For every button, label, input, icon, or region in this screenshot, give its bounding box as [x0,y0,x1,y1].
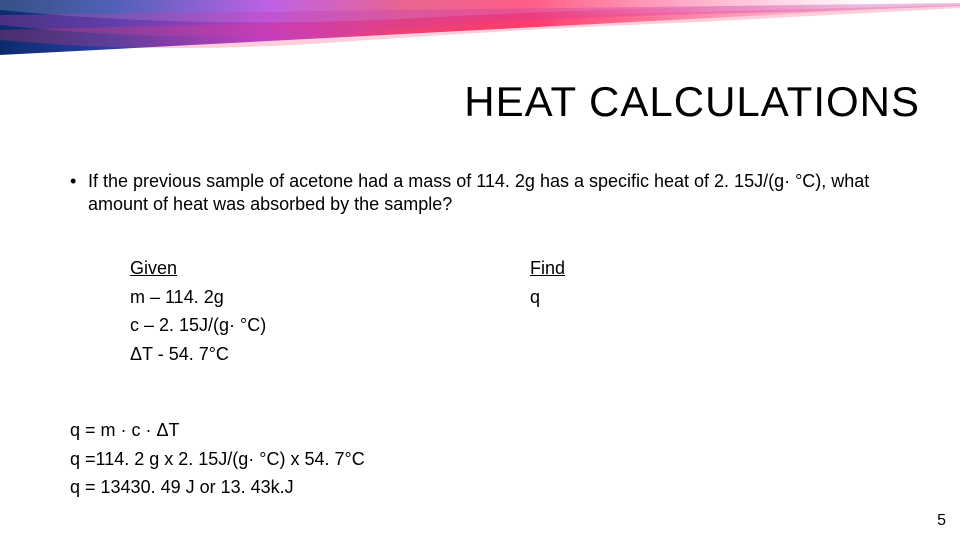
decorative-gradient-band [0,0,960,70]
problem-text: If the previous sample of acetone had a … [88,170,900,215]
given-line: c – 2. 15J/(g· °C) [130,314,530,337]
problem-bullet: • If the previous sample of acetone had … [70,170,900,215]
solution-line: q =114. 2 g x 2. 15J/(g· °C) x 54. 7°C [70,448,900,471]
solution-line: q = 13430. 49 J or 13. 43k.J [70,476,900,499]
find-column: Find q [530,257,730,371]
find-label: Find [530,257,730,280]
find-line: q [530,286,730,309]
given-line: ΔT - 54. 7°C [130,343,530,366]
slide-title: HEAT CALCULATIONS [464,78,920,126]
given-find-columns: Given m – 114. 2g c – 2. 15J/(g· °C) ΔT … [130,257,900,371]
slide-body: • If the previous sample of acetone had … [70,170,900,505]
solution-block: q = m · c · ΔT q =114. 2 g x 2. 15J/(g· … [70,419,900,499]
given-line: m – 114. 2g [130,286,530,309]
given-column: Given m – 114. 2g c – 2. 15J/(g· °C) ΔT … [130,257,530,371]
solution-line: q = m · c · ΔT [70,419,900,442]
bullet-dot-icon: • [70,170,88,215]
given-label: Given [130,257,530,280]
slide: HEAT CALCULATIONS • If the previous samp… [0,0,960,540]
page-number: 5 [937,512,946,530]
